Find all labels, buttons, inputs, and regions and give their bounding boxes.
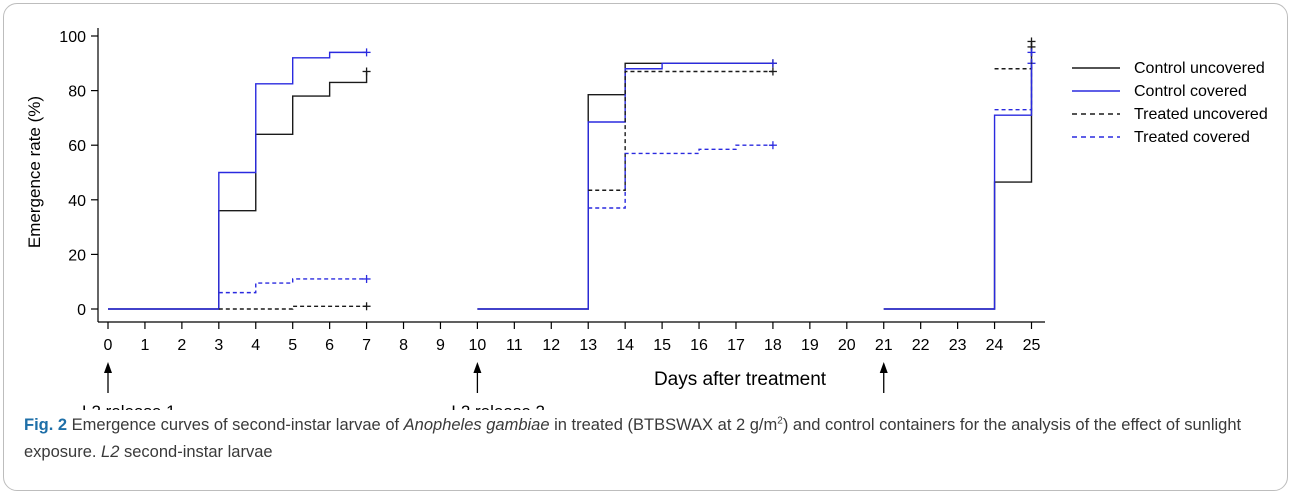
x-tick-label: 1 (140, 337, 149, 354)
release-annotations: L2 release 1 L2 release 2 L2 release 3 (82, 362, 951, 410)
y-tick-label: 80 (68, 84, 86, 101)
x-tick-label: 21 (875, 337, 893, 354)
caption-text-1: Emergence curves of second-instar larvae… (67, 416, 404, 434)
x-tick-label: 2 (177, 337, 186, 354)
x-tick-label: 11 (506, 337, 523, 354)
release-arrowhead (104, 362, 112, 373)
y-tick-label: 40 (68, 193, 86, 210)
y-axis-label: Emergence rate (%) (25, 96, 44, 248)
caption-species: Anopheles gambiae (403, 416, 550, 434)
x-tick-label: 10 (469, 337, 487, 354)
x-tick-label: 15 (653, 337, 671, 354)
x-tick-label: 25 (1023, 337, 1041, 354)
treated-uncovered-line (994, 46, 1033, 70)
x-tick-label: 9 (436, 337, 445, 354)
x-tick-label: 16 (690, 337, 708, 354)
caption-label: Fig. 2 (24, 416, 68, 434)
release-label: L2 release 3 (858, 408, 952, 410)
caption-text-4: second-instar larvae (119, 443, 273, 461)
x-tick-label: 14 (616, 337, 634, 354)
treated-covered-line (588, 144, 773, 209)
x-tick-label: 8 (399, 337, 408, 354)
treated-covered-line (218, 278, 367, 294)
control-uncovered-line (883, 41, 1033, 310)
x-tick-label: 22 (912, 337, 930, 354)
x-tick-label: 0 (104, 337, 113, 354)
x-tick-label: 19 (801, 337, 819, 354)
release-label: L2 release 1 (82, 402, 176, 410)
x-tick-label: 24 (986, 337, 1004, 354)
control-covered-line (883, 63, 1033, 310)
treated-uncovered-line (588, 70, 773, 191)
legend-label-treated-uncovered: Treated uncovered (1134, 106, 1268, 123)
caption-abbrev: L2 (101, 443, 120, 461)
figure-frame (3, 3, 1288, 491)
figure-caption: Fig. 2 Emergence curves of second-instar… (24, 412, 1269, 482)
y-ticks: 0 20 40 60 80 100 (59, 29, 98, 319)
x-tick-label: 3 (214, 337, 223, 354)
x-tick-label: 7 (362, 337, 371, 354)
legend-label-control-covered: Control covered (1134, 83, 1247, 100)
legend: Control uncovered Control covered Treated … (1072, 60, 1268, 146)
x-tick-label: 20 (838, 337, 856, 354)
x-tick-label: 23 (949, 337, 967, 354)
legend-label-treated-covered: Treated covered (1134, 129, 1250, 146)
x-axis-label: Days after treatment (654, 369, 827, 390)
x-tick-label: 13 (579, 337, 597, 354)
release-arrowhead (879, 362, 888, 373)
release-label: L2 release 2 (451, 402, 545, 410)
x-tick-label: 17 (727, 337, 745, 354)
control-covered-line (477, 62, 773, 310)
treated-covered-line (994, 52, 1033, 111)
x-tick-label: 12 (542, 337, 560, 354)
x-tick-label: 18 (764, 337, 782, 354)
treated-uncovered-line (218, 305, 367, 310)
caption-text-2: in treated (BTBSWAX at 2 g/m (549, 416, 778, 434)
y-tick-label: 0 (77, 302, 86, 319)
x-tick-label: 5 (288, 337, 297, 354)
x-tick-label: 4 (251, 337, 260, 354)
x-ticks: 0 1 2 3 4 5 6 7 8 9 10 11 12 13 14 15 16 17 18 19 20 21 22 23 24… (104, 322, 1041, 354)
control-uncovered-line (108, 71, 368, 310)
release-arrowhead (473, 362, 482, 373)
y-tick-label: 100 (59, 29, 86, 46)
series-lines (108, 37, 1036, 311)
caption-text-3: ) and control containers for the analysi… (24, 416, 1242, 461)
x-tick-label: 6 (325, 337, 334, 354)
caption-superscript: 2 (777, 415, 783, 427)
y-tick-label: 60 (68, 138, 86, 155)
legend-label-control-uncovered: Control uncovered (1134, 60, 1265, 77)
control-covered-line (108, 51, 367, 310)
y-tick-label: 20 (68, 247, 86, 264)
